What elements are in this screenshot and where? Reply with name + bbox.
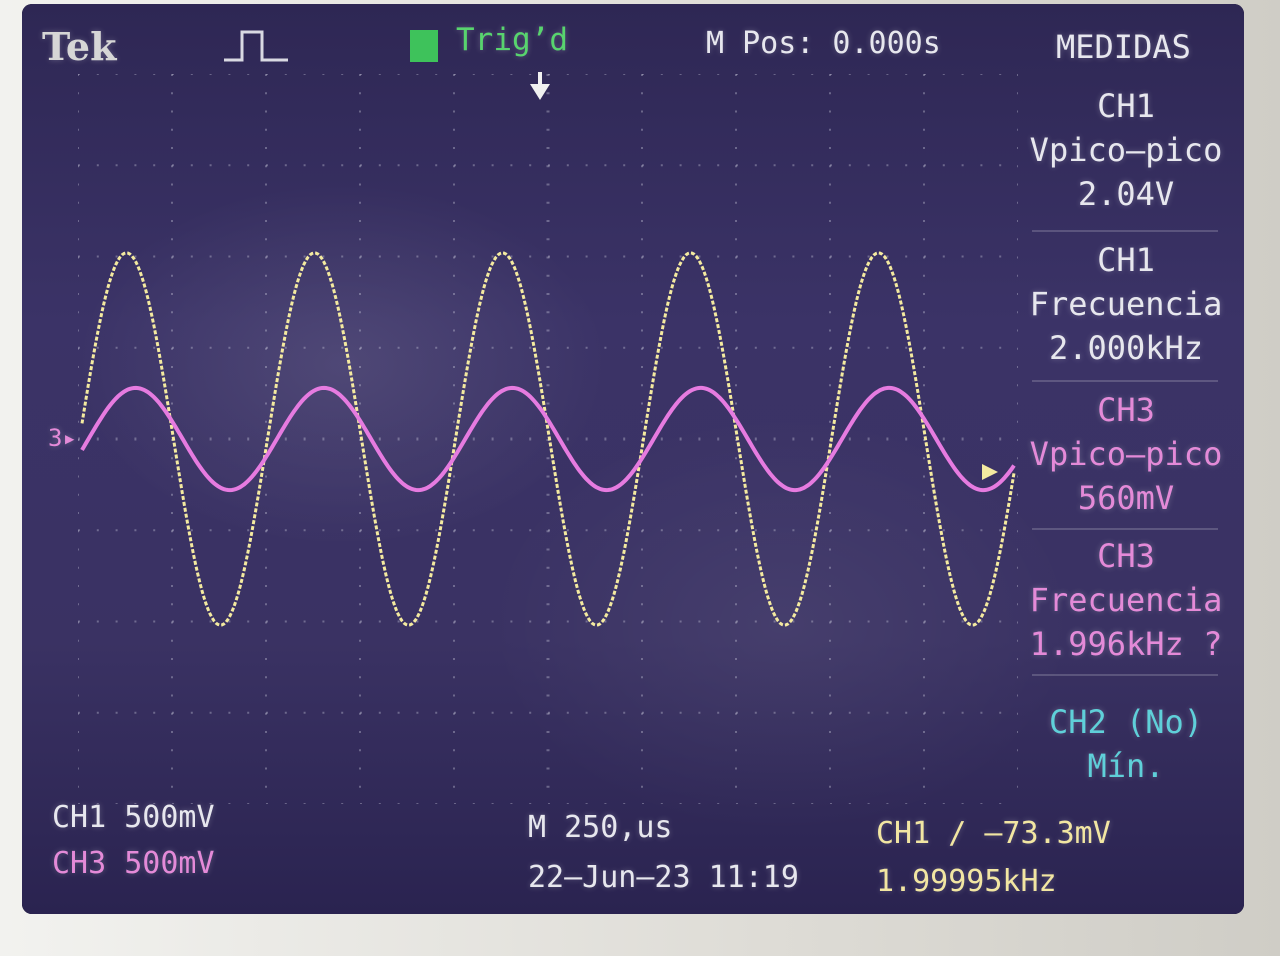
measurement-channel: CH1 <box>1097 87 1155 125</box>
ch1-scale: CH1 500mV <box>52 800 215 835</box>
ch1-waveform <box>80 251 1016 627</box>
menu-divider <box>1032 380 1218 382</box>
measurement-value: 1.996kHz ? <box>1029 625 1223 663</box>
ch3-waveform <box>80 385 1016 493</box>
measurement-value: 2.000kHz <box>1048 329 1204 367</box>
ch3-ground-marker: 3▸ <box>48 424 77 452</box>
datetime: 22–Jun–23 11:19 <box>528 860 799 895</box>
trigger-status: Trig’d <box>456 22 568 58</box>
pulse-icon <box>222 26 292 74</box>
measurement-5[interactable]: CH2 (No) Mín. <box>1026 700 1226 788</box>
menu-divider <box>1032 528 1218 530</box>
display-area <box>22 4 1244 914</box>
measurement-name: Vpico–pico <box>1029 131 1223 169</box>
measurement-channel: CH2 (No) <box>1048 703 1204 741</box>
menu-divider <box>1032 674 1218 676</box>
measurement-channel: CH3 <box>1097 391 1155 429</box>
ch3-scale: CH3 500mV <box>52 846 215 881</box>
measurement-name: Frecuencia <box>1029 285 1223 323</box>
measurement-1[interactable]: CH1 Vpico–pico 2.04V <box>1026 84 1226 216</box>
trigger-status-icon <box>410 30 438 62</box>
trigger-position-arrow <box>530 84 550 100</box>
measurement-3[interactable]: CH3 Vpico–pico 560mV <box>1026 388 1226 520</box>
measurement-value: 2.04V <box>1077 175 1175 213</box>
measurement-channel: CH3 <box>1097 537 1155 575</box>
measurement-4[interactable]: CH3 Frecuencia 1.996kHz ? <box>1026 534 1226 666</box>
waveform-area <box>80 72 1016 627</box>
measurement-name: Mín. <box>1087 747 1165 785</box>
measurement-value: 560mV <box>1077 479 1175 517</box>
measurement-name: Frecuencia <box>1029 581 1223 619</box>
trigger-info: CH1 ∕ –73.3mV <box>876 816 1111 851</box>
trigger-position-stem <box>538 72 542 86</box>
oscilloscope-screen: Tek Trig’d M Pos: 0.000s MEDIDAS 3▸ CH1 … <box>22 4 1244 914</box>
menu-divider <box>1032 230 1218 232</box>
menu-title: MEDIDAS <box>1056 28 1191 66</box>
measurement-name: Vpico–pico <box>1029 435 1223 473</box>
timebase: M 250,us <box>528 810 673 845</box>
measurement-channel: CH1 <box>1097 241 1155 279</box>
measurement-2[interactable]: CH1 Frecuencia 2.000kHz <box>1026 238 1226 370</box>
brand-logo: Tek <box>42 24 117 69</box>
trigger-frequency: 1.99995kHz <box>876 864 1057 899</box>
horizontal-position: M Pos: 0.000s <box>706 26 941 61</box>
trigger-level-marker <box>982 464 998 480</box>
